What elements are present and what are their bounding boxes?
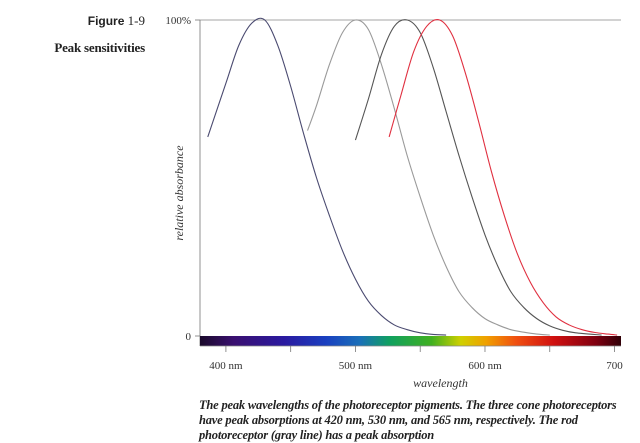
- series-layer: [207, 17, 618, 336]
- spectrum-bar: [200, 336, 621, 346]
- figure-number: 1-9: [127, 13, 145, 28]
- figure-subtitle: Peak sensitivities: [54, 40, 145, 55]
- figure-caption: The peak wavelengths of the photorecepto…: [199, 398, 617, 442]
- x-tick-label: 400 nm: [209, 360, 243, 372]
- x-tick-label: 700: [606, 360, 623, 372]
- y-tick-label: 100%: [165, 15, 191, 27]
- x-axis-label: wavelength: [413, 376, 468, 390]
- series-line-1: [207, 17, 447, 336]
- figure-word: Figure: [87, 14, 125, 28]
- x-tick-label: 500 nm: [339, 360, 373, 372]
- series-line-2: [307, 19, 550, 336]
- series-line-4: [388, 19, 618, 336]
- x-tick-label: 600 nm: [468, 360, 502, 372]
- series-line-3: [354, 19, 602, 336]
- y-axis-label: relative absorbance: [172, 145, 186, 241]
- figure-label: Figure 1-9: [88, 12, 145, 30]
- axes: 0 100% 400 nm 500 nm 600 nm 700 wavelength rela…: [165, 15, 623, 390]
- y-tick-label: 0: [186, 331, 192, 343]
